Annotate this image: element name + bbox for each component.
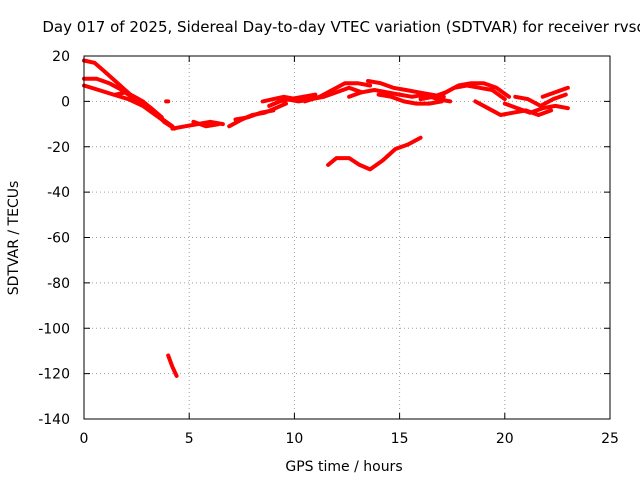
series-track-13 bbox=[302, 81, 373, 104]
series-track-21 bbox=[513, 92, 568, 108]
series-track-19 bbox=[473, 99, 554, 117]
series-track-4 bbox=[113, 90, 164, 120]
x-axis-label: GPS time / hours bbox=[285, 459, 402, 475]
x-tick-label: 20 bbox=[496, 431, 514, 447]
chart-title: Day 017 of 2025, Sidereal Day-to-day VTE… bbox=[42, 18, 640, 36]
series-track-9 bbox=[233, 108, 276, 122]
grid bbox=[84, 56, 610, 419]
x-tick-label: 25 bbox=[601, 431, 619, 447]
y-tick-label: 0 bbox=[61, 94, 70, 110]
series-track-3 bbox=[82, 83, 171, 127]
series-track-24 bbox=[166, 353, 179, 378]
x-tick-label: 0 bbox=[80, 431, 89, 447]
series-track-7 bbox=[191, 119, 221, 129]
y-tick-label: 20 bbox=[52, 49, 70, 65]
series-track-22 bbox=[540, 85, 570, 99]
series-track-16 bbox=[376, 92, 444, 106]
axis-ticks bbox=[83, 55, 611, 420]
tick-labels: 0 5 10 15 20 25 20 0 -20 -40 -60 -80 -100 -120 -140 bbox=[38, 49, 619, 447]
y-tick-label: -140 bbox=[38, 412, 70, 428]
y-tick-label: -100 bbox=[38, 321, 70, 337]
x-tick-label: 15 bbox=[391, 431, 409, 447]
y-axis-label: SDTVAR / TECUs bbox=[6, 181, 22, 296]
x-tick-label: 10 bbox=[285, 431, 303, 447]
series-track-23 bbox=[326, 135, 423, 172]
y-tick-label: -40 bbox=[47, 185, 70, 201]
series-track-20 bbox=[502, 101, 570, 115]
y-tick-label: -60 bbox=[47, 231, 70, 247]
series-track-12 bbox=[284, 85, 364, 104]
series-track-18 bbox=[439, 83, 507, 102]
y-tick-label: -120 bbox=[38, 367, 70, 383]
x-tick-label: 5 bbox=[185, 431, 194, 447]
series-track-15 bbox=[366, 79, 446, 99]
y-tick-label: -80 bbox=[47, 276, 70, 292]
data-series bbox=[82, 58, 570, 378]
y-tick-label: -20 bbox=[47, 140, 70, 156]
